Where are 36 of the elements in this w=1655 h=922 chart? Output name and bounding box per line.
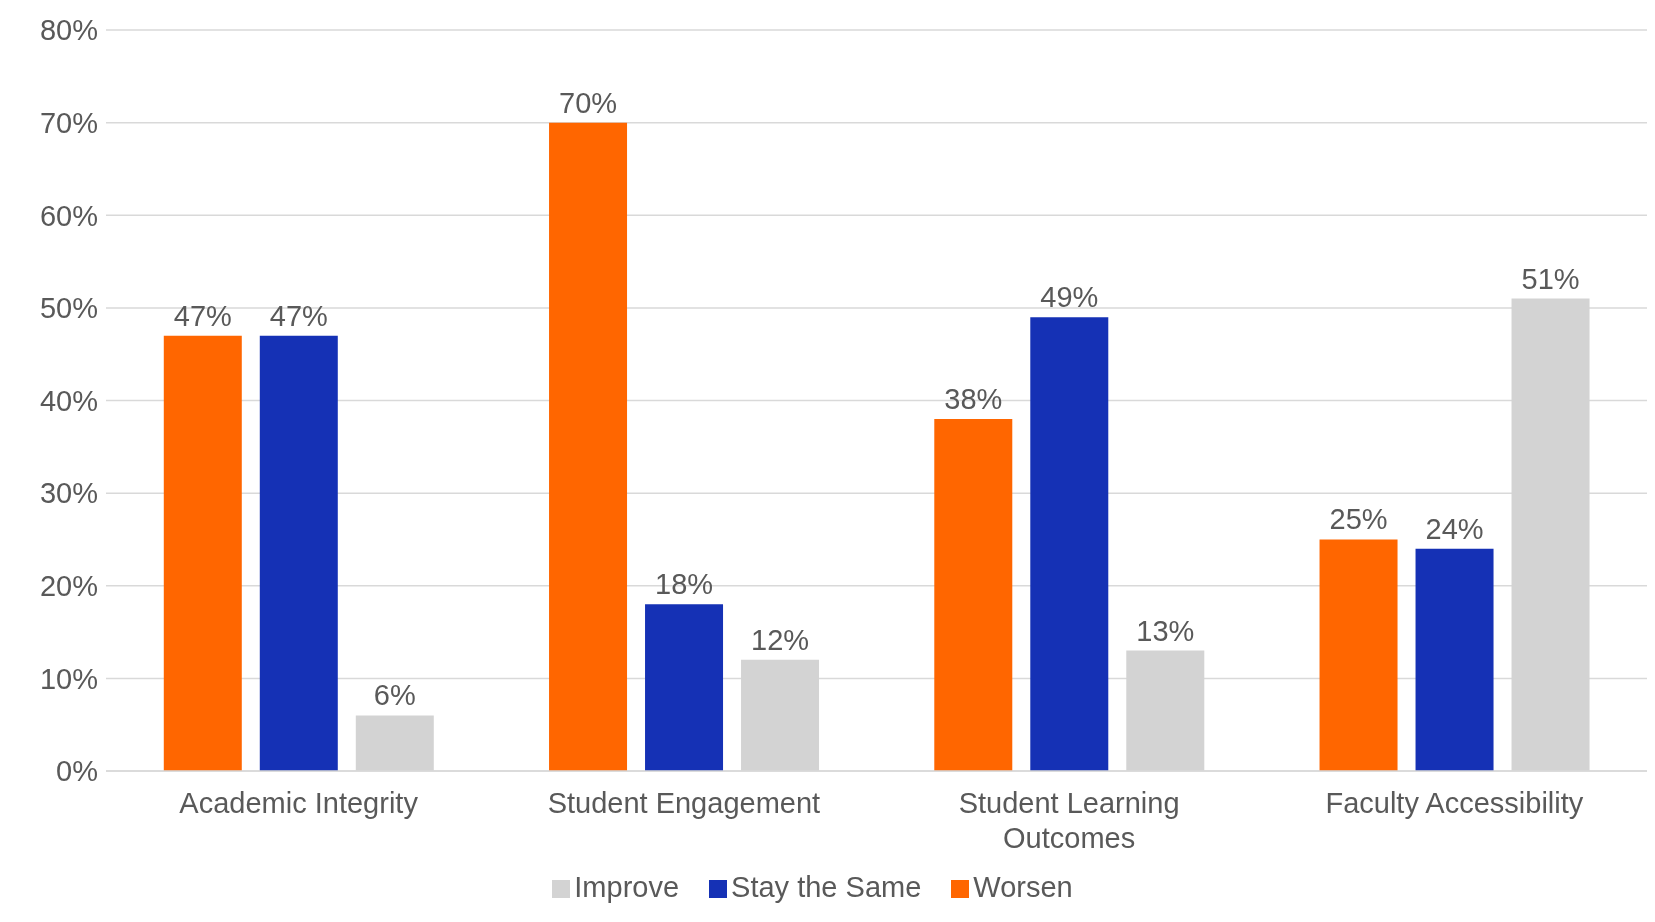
y-tick-label: 60% [39, 199, 98, 232]
x-tick-label: Faculty Accessibility [1325, 787, 1584, 820]
y-tick-label: 40% [39, 384, 98, 417]
bar [1030, 317, 1109, 771]
data-label: 12% [751, 623, 810, 656]
bar [1319, 539, 1398, 771]
data-label: 18% [655, 568, 714, 601]
y-tick-label: 50% [39, 292, 98, 325]
bar [934, 419, 1013, 771]
data-label: 38% [944, 383, 1003, 416]
data-label: 13% [1136, 614, 1195, 647]
bar [1415, 548, 1494, 771]
x-tick-label: Academic Integrity [179, 787, 419, 820]
y-tick-label: 70% [39, 106, 98, 139]
bar [645, 604, 724, 771]
bar [163, 335, 242, 771]
x-tick-label: Student Learning Outcomes [958, 787, 1180, 854]
y-tick-label: 0% [56, 755, 98, 788]
data-label: 25% [1329, 503, 1388, 536]
data-label: 47% [269, 299, 328, 332]
data-label: 47% [173, 299, 232, 332]
y-tick-label: 80% [39, 14, 98, 47]
data-label: 24% [1425, 512, 1484, 545]
y-tick-label: 30% [39, 477, 98, 510]
data-label: 70% [559, 86, 618, 119]
legend-label: Improve [574, 871, 680, 903]
y-tick-label: 10% [39, 662, 98, 695]
bar [549, 122, 628, 771]
data-label: 49% [1040, 281, 1099, 314]
data-label: 51% [1521, 262, 1580, 295]
y-tick-label: 20% [39, 570, 98, 603]
x-tick-label: Student Engagement [547, 787, 821, 820]
bar [259, 335, 338, 771]
legend-label: Worsen [973, 871, 1073, 903]
legend-label: Stay the Same [731, 871, 922, 903]
data-label: 6% [373, 679, 416, 712]
